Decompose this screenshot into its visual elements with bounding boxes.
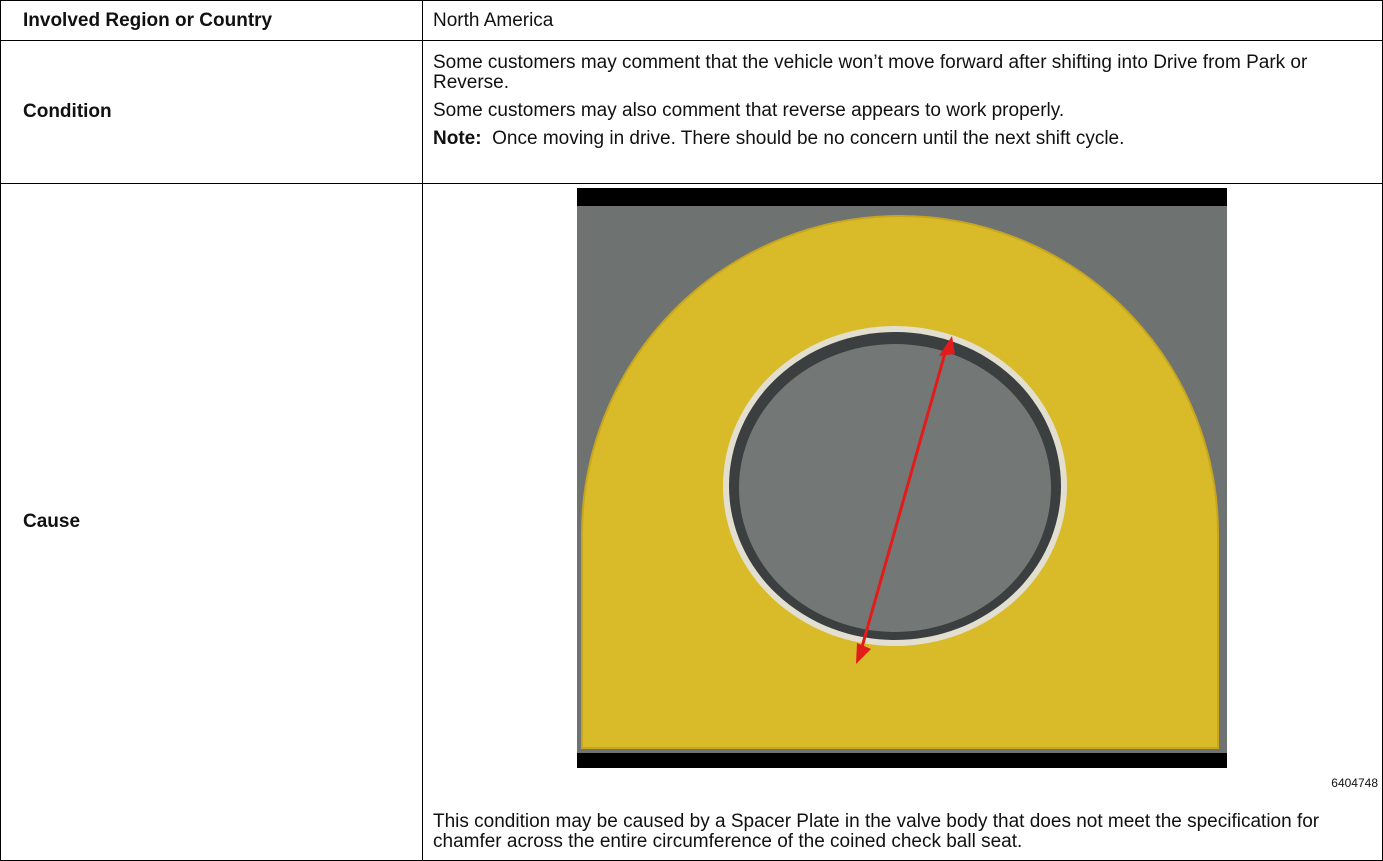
- document: Involved Region or Country North America…: [0, 0, 1383, 861]
- row-content: North America: [422, 0, 1383, 41]
- photo: [577, 188, 1227, 768]
- row-content: Some customers may comment that the vehi…: [422, 40, 1383, 184]
- row-content: 6404748 This condition may be caused by …: [422, 183, 1383, 861]
- paragraph: This condition may be caused by a Spacer…: [433, 812, 1370, 852]
- row-label: Involved Region or Country: [0, 0, 423, 41]
- note: Note: Once moving in drive. There should…: [433, 129, 1370, 149]
- paragraph: Some customers may also comment that rev…: [433, 101, 1370, 121]
- row-label: Condition: [0, 40, 423, 184]
- paragraph: Some customers may comment that the vehi…: [433, 53, 1370, 93]
- note-text: Once moving in drive. There should be no…: [492, 128, 1124, 149]
- row-label: Cause: [0, 183, 423, 861]
- note-label: Note:: [433, 128, 482, 149]
- figure-id: 6404748: [1331, 776, 1378, 790]
